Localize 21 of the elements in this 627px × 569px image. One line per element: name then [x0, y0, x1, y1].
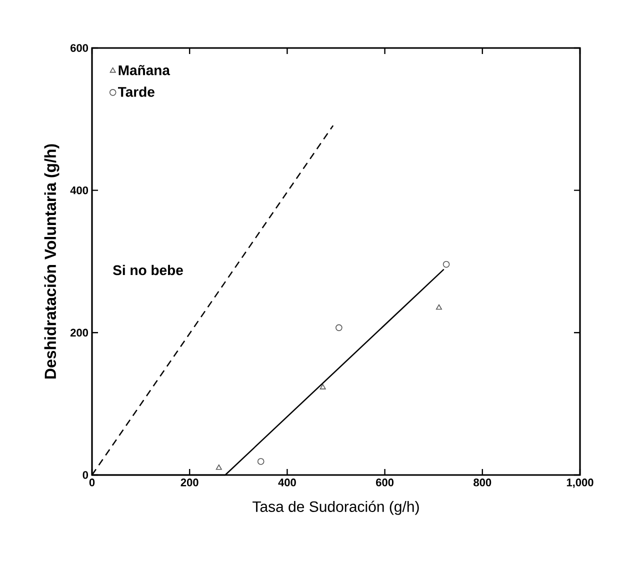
point: [320, 384, 326, 390]
annotation: Si no bebe: [113, 264, 183, 276]
y-tick-label: 200: [70, 328, 88, 337]
legend-label: Tarde: [118, 86, 154, 97]
x-tick-label: 1,000: [566, 478, 594, 488]
y-axis-title: Deshidratación Voluntaria (g/h): [44, 144, 60, 379]
point: [442, 260, 450, 268]
point: [436, 304, 442, 310]
x-axis-title: Tasa de Sudoración (g/h): [252, 500, 419, 515]
y-tick-label: 400: [70, 186, 88, 194]
y-tick-label: 0: [82, 471, 88, 479]
x-tick-label: 800: [474, 478, 492, 486]
x-tick-label: 0: [89, 478, 95, 486]
y-tick-label: 600: [70, 44, 88, 52]
legend-label: Mañana: [118, 64, 170, 76]
point: [257, 458, 264, 465]
point: [336, 324, 342, 332]
x-tick-label: 400: [278, 478, 296, 486]
x-tick-label: 200: [180, 478, 198, 486]
x-tick-label: 600: [376, 478, 394, 486]
point: [216, 464, 222, 470]
